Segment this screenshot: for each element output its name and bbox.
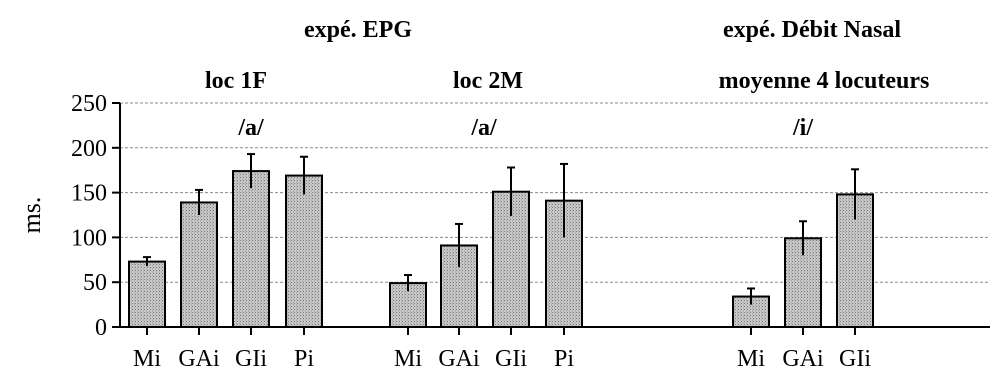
- bar-gii-panel-1: [232, 170, 270, 328]
- subtitle-panel-1: loc 1F: [205, 68, 267, 94]
- bar-pi-panel-1: [285, 174, 323, 328]
- x-label-gii-panel-3: GIi: [839, 346, 871, 372]
- x-label-pi-panel-2: Pi: [554, 346, 574, 372]
- x-label-mi-panel-1: Mi: [133, 346, 161, 372]
- x-label-mi-panel-2: Mi: [394, 346, 422, 372]
- y-tick-label-50: 50: [83, 270, 107, 296]
- y-tick-label-0: 0: [95, 315, 107, 341]
- y-axis-label: ms.: [17, 197, 46, 234]
- y-tick-label-200: 200: [71, 136, 107, 162]
- vowel-label-panel-2: /a/: [470, 115, 497, 141]
- header-debit-nasal: expé. Débit Nasal: [723, 17, 901, 43]
- header-epg: expé. EPG: [304, 17, 412, 43]
- y-tick-label-100: 100: [71, 225, 107, 251]
- bars-group: /a/ /a/ /i/: [128, 115, 874, 329]
- vowel-label-panel-1: /a/: [237, 115, 264, 141]
- bar-mi-panel-2: [389, 282, 427, 329]
- subtitle-panel-3: moyenne 4 locuteurs: [719, 68, 930, 94]
- y-tick-label-250: 250: [71, 91, 107, 117]
- subtitle-panel-2: loc 2M: [453, 68, 523, 94]
- bar-mi-panel-1: [128, 260, 166, 329]
- x-label-mi-panel-3: Mi: [737, 346, 765, 372]
- vowel-label-panel-3: /i/: [792, 115, 813, 141]
- x-label-gii-panel-2: GIi: [495, 346, 527, 372]
- x-label-gai-panel-3: GAi: [782, 346, 824, 372]
- header-group: expé. EPG expé. Débit Nasal loc 1F loc 2…: [205, 17, 929, 94]
- x-label-pi-panel-1: Pi: [294, 346, 314, 372]
- x-label-gai-panel-2: GAi: [438, 346, 480, 372]
- x-label-gii-panel-1: GIi: [235, 346, 267, 372]
- bar-gai-panel-1: [180, 201, 218, 328]
- axes-group: Mi GAi GIi Pi Mi GAi GIi Pi Mi GAi GIi 0 50 100 150 200…: [71, 91, 990, 372]
- y-tick-label-150: 150: [71, 181, 107, 207]
- x-label-gai-panel-1: GAi: [178, 346, 220, 372]
